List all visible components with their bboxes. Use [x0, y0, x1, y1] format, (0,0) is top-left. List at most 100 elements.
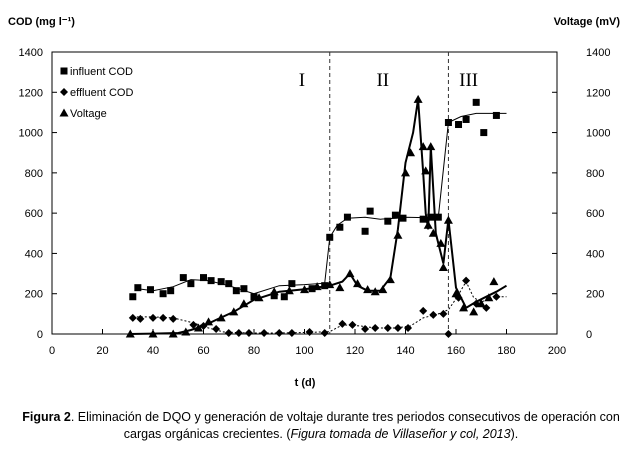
square-marker	[343, 213, 351, 221]
left-axis-title: COD (mg l⁻¹)	[8, 16, 75, 28]
x-axis-tick-label: 160	[447, 345, 465, 357]
diamond-marker	[404, 323, 413, 332]
diamond-marker	[348, 320, 357, 329]
x-axis-tick-label: 0	[49, 345, 55, 357]
right-axis-tick-label: 1000	[586, 128, 610, 140]
diamond-marker	[169, 314, 178, 323]
square-marker	[179, 274, 187, 282]
legend: influent COD effluent COD Voltage	[59, 66, 133, 120]
square-marker	[308, 285, 316, 293]
square-marker	[427, 213, 435, 221]
triangle-marker	[363, 285, 373, 294]
square-marker	[60, 67, 68, 75]
triangle-marker	[204, 317, 214, 326]
x-axis-tick-label: 80	[248, 345, 260, 357]
square-marker	[384, 217, 392, 225]
right-axis-tick-label: 1200	[586, 87, 610, 99]
trend-line-triangle	[130, 99, 508, 335]
diamond-marker	[492, 292, 501, 301]
legend-label: effluent COD	[70, 87, 133, 99]
triangle-marker	[469, 307, 479, 316]
triangle-marker	[443, 215, 453, 224]
square-marker	[159, 290, 167, 298]
square-marker	[217, 278, 225, 286]
triangle-marker	[438, 263, 448, 272]
triangle-marker	[353, 279, 363, 288]
x-axis: 0 20 40 60 80 100 120 140 160 180 200	[49, 329, 566, 357]
diamond-marker	[338, 319, 347, 328]
diamond-marker	[212, 324, 221, 333]
diamond-marker	[439, 309, 448, 318]
square-marker	[326, 233, 334, 241]
right-axis-tick-label: 0	[586, 329, 592, 341]
triangle-marker	[216, 313, 226, 322]
triangle-marker	[239, 299, 249, 308]
diamond-marker	[361, 324, 370, 333]
square-marker	[399, 214, 407, 222]
legend-label: influent COD	[70, 66, 133, 78]
left-axis-tick-label: 800	[25, 168, 43, 180]
triangle-marker	[451, 289, 461, 298]
right-axis-tick-label: 1400	[586, 47, 610, 59]
triangle-marker	[413, 94, 423, 103]
triangle-marker	[428, 228, 438, 237]
triangle-marker	[345, 269, 355, 278]
square-marker	[462, 115, 470, 123]
diamond-marker	[320, 328, 329, 337]
square-marker	[455, 121, 463, 129]
triangle-marker	[423, 220, 433, 229]
square-marker	[434, 213, 442, 221]
diamond-marker	[462, 276, 471, 285]
triangle-marker	[254, 293, 264, 302]
diamond-marker	[305, 327, 314, 336]
triangle-marker	[168, 329, 178, 338]
x-axis-tick-label: 180	[497, 345, 515, 357]
square-marker	[288, 280, 296, 288]
x-axis-tick-label: 100	[295, 345, 313, 357]
square-marker	[187, 280, 195, 288]
square-marker	[146, 286, 154, 294]
triangle-marker	[385, 275, 395, 284]
triangle-marker	[401, 168, 410, 177]
figure-caption: Figura 2. Eliminación de DQO y generació…	[4, 409, 638, 443]
square-marker	[232, 287, 240, 295]
square-marker	[134, 284, 142, 292]
triangle-marker	[421, 166, 431, 175]
diamond-marker	[149, 313, 157, 322]
square-marker	[167, 287, 175, 295]
diamond-marker	[429, 310, 438, 319]
diamond-marker	[60, 88, 68, 96]
square-marker	[270, 292, 278, 300]
period-label: II	[376, 70, 389, 91]
diamond-marker	[234, 328, 243, 337]
square-marker	[492, 111, 500, 119]
diamond-marker	[260, 328, 269, 337]
x-axis-tick-label: 20	[96, 345, 108, 357]
left-axis-tick-label: 0	[37, 329, 43, 341]
left-axis-tick-label: 600	[25, 208, 43, 220]
triangle-marker	[269, 287, 279, 296]
square-marker	[200, 274, 207, 282]
diamond-marker	[128, 313, 137, 322]
right-axis-tick-label: 200	[586, 289, 604, 301]
square-marker	[361, 227, 369, 235]
square-marker	[280, 293, 288, 301]
triangle-marker	[393, 230, 403, 239]
right-y-axis: 0 200 400 600 800 1000 1200 1400	[552, 47, 610, 341]
triangle-marker	[436, 238, 446, 247]
triangle-marker	[59, 108, 69, 117]
diamond-marker	[275, 328, 284, 337]
square-marker	[321, 282, 329, 290]
triangle-marker	[489, 277, 499, 286]
right-axis-tick-label: 600	[586, 208, 604, 220]
triangle-marker	[484, 293, 494, 302]
triangle-marker	[125, 329, 135, 338]
period-labels: I II III	[299, 70, 478, 91]
diamond-marker	[419, 306, 428, 315]
diamond-marker	[371, 323, 380, 332]
square-marker	[225, 280, 233, 288]
square-marker	[472, 98, 480, 106]
square-marker	[480, 129, 488, 137]
diamond-marker	[383, 323, 392, 332]
